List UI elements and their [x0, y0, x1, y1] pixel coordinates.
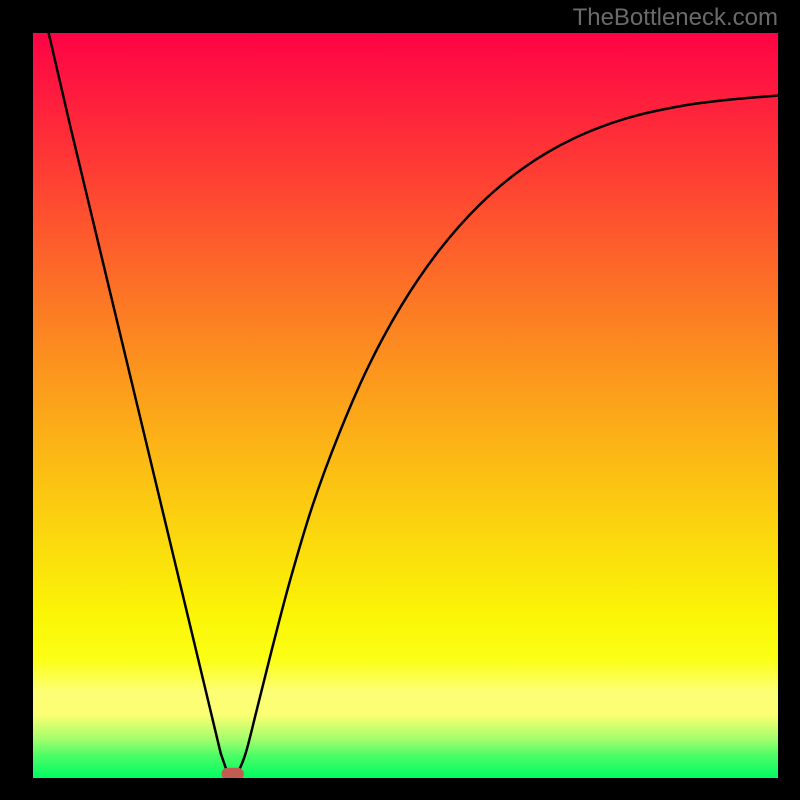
chart-container: TheBottleneck.com: [0, 0, 800, 800]
plot-area: [33, 33, 778, 778]
plot-svg: [33, 33, 778, 778]
gradient-background: [33, 33, 778, 778]
watermark-text: TheBottleneck.com: [573, 4, 778, 32]
optimal-marker: [221, 768, 243, 778]
